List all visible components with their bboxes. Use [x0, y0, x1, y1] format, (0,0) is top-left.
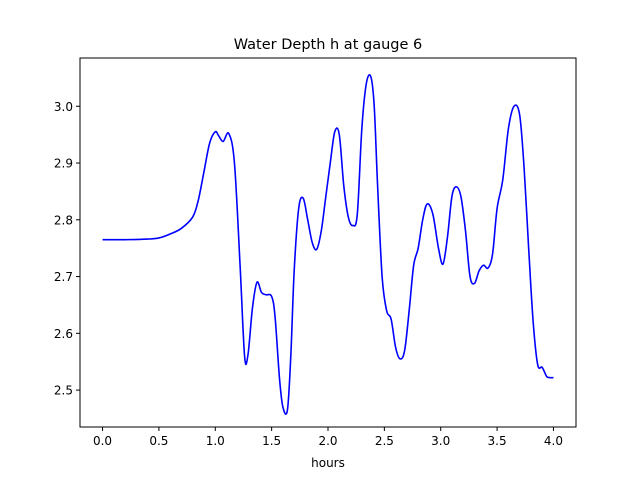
x-tick-label: 2.0: [318, 434, 337, 448]
x-tick-label: 2.5: [375, 434, 394, 448]
plot-area: [79, 57, 577, 428]
y-axis: 2.5 2.6 2.7 2.8 2.9 3.0: [54, 100, 80, 398]
y-tick-label: 2.8: [54, 213, 73, 227]
x-tick-label: 1.5: [262, 434, 281, 448]
chart-title: Water Depth h at gauge 6: [234, 37, 422, 53]
x-tick-label: 4.0: [544, 434, 563, 448]
x-tick-label: 3.5: [488, 434, 507, 448]
y-tick-label: 3.0: [54, 100, 73, 114]
x-tick-label: 0.0: [93, 434, 112, 448]
x-axis: 0.0 0.5 1.0 1.5 2.0 2.5 3.0 3.5 4.0: [93, 427, 563, 448]
x-tick-label: 0.5: [149, 434, 168, 448]
x-tick-label: 3.0: [431, 434, 450, 448]
y-tick-label: 2.5: [54, 384, 73, 398]
y-tick-label: 2.9: [54, 157, 73, 171]
y-tick-label: 2.7: [54, 270, 73, 284]
y-tick-label: 2.6: [54, 327, 73, 341]
x-tick-label: 1.0: [206, 434, 225, 448]
plot-frame: [79, 57, 577, 428]
x-axis-label: hours: [311, 456, 345, 470]
series-line-0: [102, 74, 554, 415]
